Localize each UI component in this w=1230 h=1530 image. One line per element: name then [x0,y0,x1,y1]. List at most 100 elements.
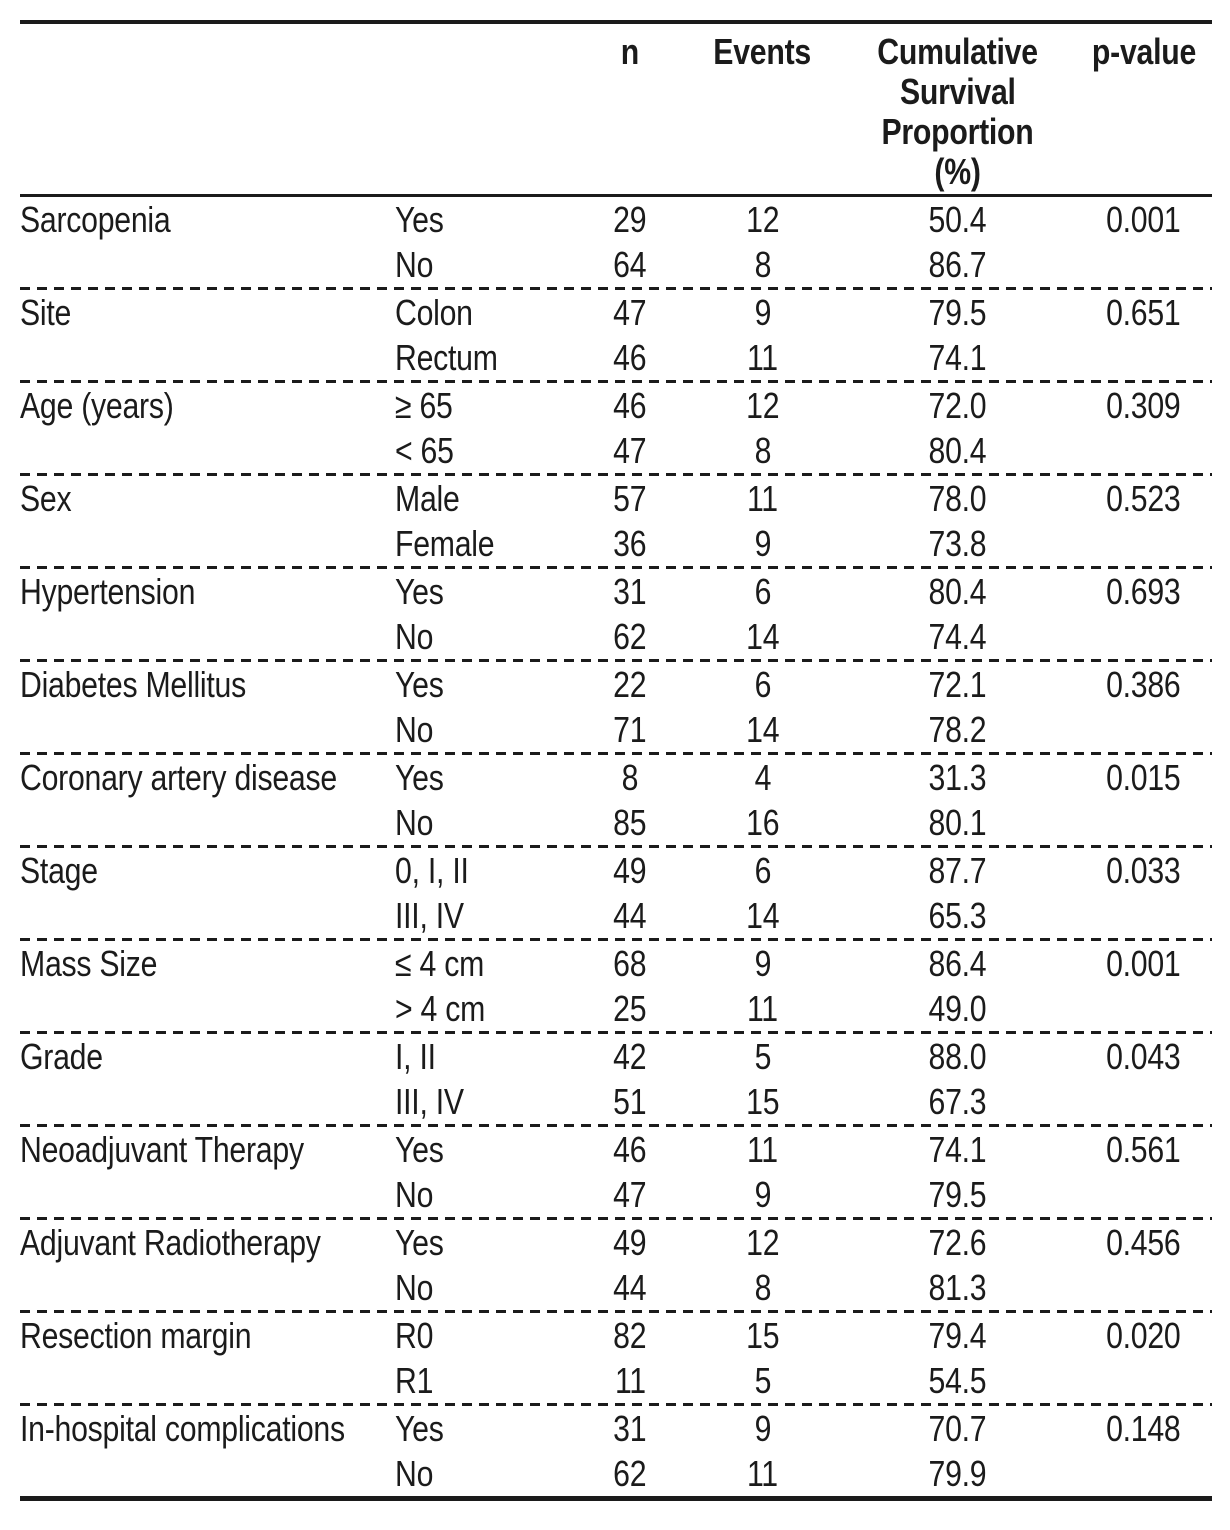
events-cell-text: 5 [754,1360,771,1401]
survival-cell-text: 74.1 [928,1129,987,1170]
category-cell-text: No [395,709,434,750]
table-row: No 64 8 86.7 [20,242,1212,287]
table-row: III, IV 44 14 65.3 [20,893,1212,938]
survival-cell: 78.0 [840,476,1075,521]
col-header-category-spacer [395,32,575,192]
category-cell: 0, I, II [395,848,575,893]
n-cell-text: 47 [613,430,647,471]
events-cell-text: 11 [747,478,778,519]
col-header-events: Events [685,32,840,192]
events-cell: 15 [685,1079,840,1124]
pvalue-cell: 0.148 [1075,1406,1212,1451]
category-cell: Rectum [395,335,575,380]
pvalue-cell [1075,1358,1212,1403]
survival-cell-text: 86.4 [928,943,987,984]
col-header-percent-word: (%) [934,151,981,192]
events-cell: 9 [685,521,840,566]
variable-cell: Hypertension [20,569,395,614]
category-cell: R1 [395,1358,575,1403]
events-cell: 5 [685,1034,840,1079]
n-cell-text: 36 [613,523,647,564]
variable-cell-text: Site [20,292,72,333]
category-cell-text: III, IV [395,1081,464,1122]
category-cell-text: Yes [395,757,444,798]
table-row: No 71 14 78.2 [20,707,1212,752]
survival-cell-text: 70.7 [928,1408,987,1449]
survival-cell-text: 87.7 [928,850,987,891]
variable-cell: In-hospital complications [20,1406,395,1451]
survival-cell-text: 74.4 [928,616,987,657]
survival-cell-text: 72.6 [928,1222,987,1263]
variable-cell: Diabetes Mellitus [20,662,395,707]
events-cell-text: 9 [754,292,771,333]
n-cell-text: 82 [613,1315,647,1356]
category-cell-text: Yes [395,664,444,705]
n-cell: 71 [575,707,685,752]
category-cell: ≥ 65 [395,383,575,428]
category-cell: III, IV [395,1079,575,1124]
pvalue-cell [1075,242,1212,287]
survival-cell-text: 80.4 [928,430,987,471]
events-cell-text: 14 [745,709,780,750]
category-cell: ≤ 4 cm [395,941,575,986]
variable-cell-text: Sarcopenia [20,199,171,240]
events-cell: 9 [685,290,840,335]
survival-cell: 81.3 [840,1265,1075,1310]
n-cell: 8 [575,755,685,800]
survival-cell-text: 49.0 [928,988,987,1029]
table-row: Site Colon 47 9 79.5 0.651 [20,290,1212,335]
variable-cell-text: Neoadjuvant Therapy [20,1129,304,1170]
table-row: < 65 47 8 80.4 [20,428,1212,473]
category-cell-text: No [395,1267,434,1308]
n-cell: 36 [575,521,685,566]
events-cell: 15 [685,1313,840,1358]
survival-cell: 65.3 [840,893,1075,938]
n-cell-text: 49 [613,1222,647,1263]
pvalue-cell-text: 0.561 [1106,1129,1181,1170]
n-cell: 47 [575,428,685,473]
category-cell-text: No [395,1453,434,1494]
pvalue-cell: 0.001 [1075,197,1212,242]
variable-cell: Neoadjuvant Therapy [20,1127,395,1172]
survival-cell-text: 79.5 [928,1174,987,1215]
category-cell-text: Yes [395,199,444,240]
category-cell-text: Colon [395,292,473,333]
table-row: No 44 8 81.3 [20,1265,1212,1310]
events-cell-text: 9 [754,1174,771,1215]
variable-cell: Resection margin [20,1313,395,1358]
events-cell: 9 [685,941,840,986]
events-cell-text: 5 [754,1036,771,1077]
category-cell-text: Yes [395,1408,444,1449]
n-cell-text: 51 [613,1081,647,1122]
pvalue-cell-text: 0.043 [1106,1036,1181,1077]
n-cell: 31 [575,569,685,614]
pvalue-cell [1075,428,1212,473]
group-separator-dashed [20,380,1212,383]
n-cell: 82 [575,1313,685,1358]
survival-cell: 72.6 [840,1220,1075,1265]
pvalue-cell: 0.309 [1075,383,1212,428]
group-separator-dashed [20,845,1212,848]
n-cell-text: 44 [613,895,647,936]
n-cell-text: 22 [613,664,647,705]
table-row: Resection margin R0 82 15 79.4 0.020 [20,1313,1212,1358]
survival-cell: 79.5 [840,290,1075,335]
n-cell-text: 31 [613,571,647,612]
col-header-cumulative-line: Proportion [840,112,1075,152]
survival-cell: 87.7 [840,848,1075,893]
pvalue-cell [1075,521,1212,566]
pvalue-cell [1075,707,1212,752]
category-cell: I, II [395,1034,575,1079]
n-cell: 51 [575,1079,685,1124]
variable-cell [20,428,395,473]
n-cell-text: 42 [613,1036,647,1077]
n-cell: 46 [575,335,685,380]
category-cell: Yes [395,569,575,614]
pvalue-cell: 0.456 [1075,1220,1212,1265]
pvalue-cell-text: 0.309 [1106,385,1181,426]
variable-cell [20,242,395,287]
variable-cell: Coronary artery disease [20,755,395,800]
pvalue-cell: 0.523 [1075,476,1212,521]
table-row: Age (years) ≥ 65 46 12 72.0 0.309 [20,383,1212,428]
n-cell-text: 47 [613,292,647,333]
